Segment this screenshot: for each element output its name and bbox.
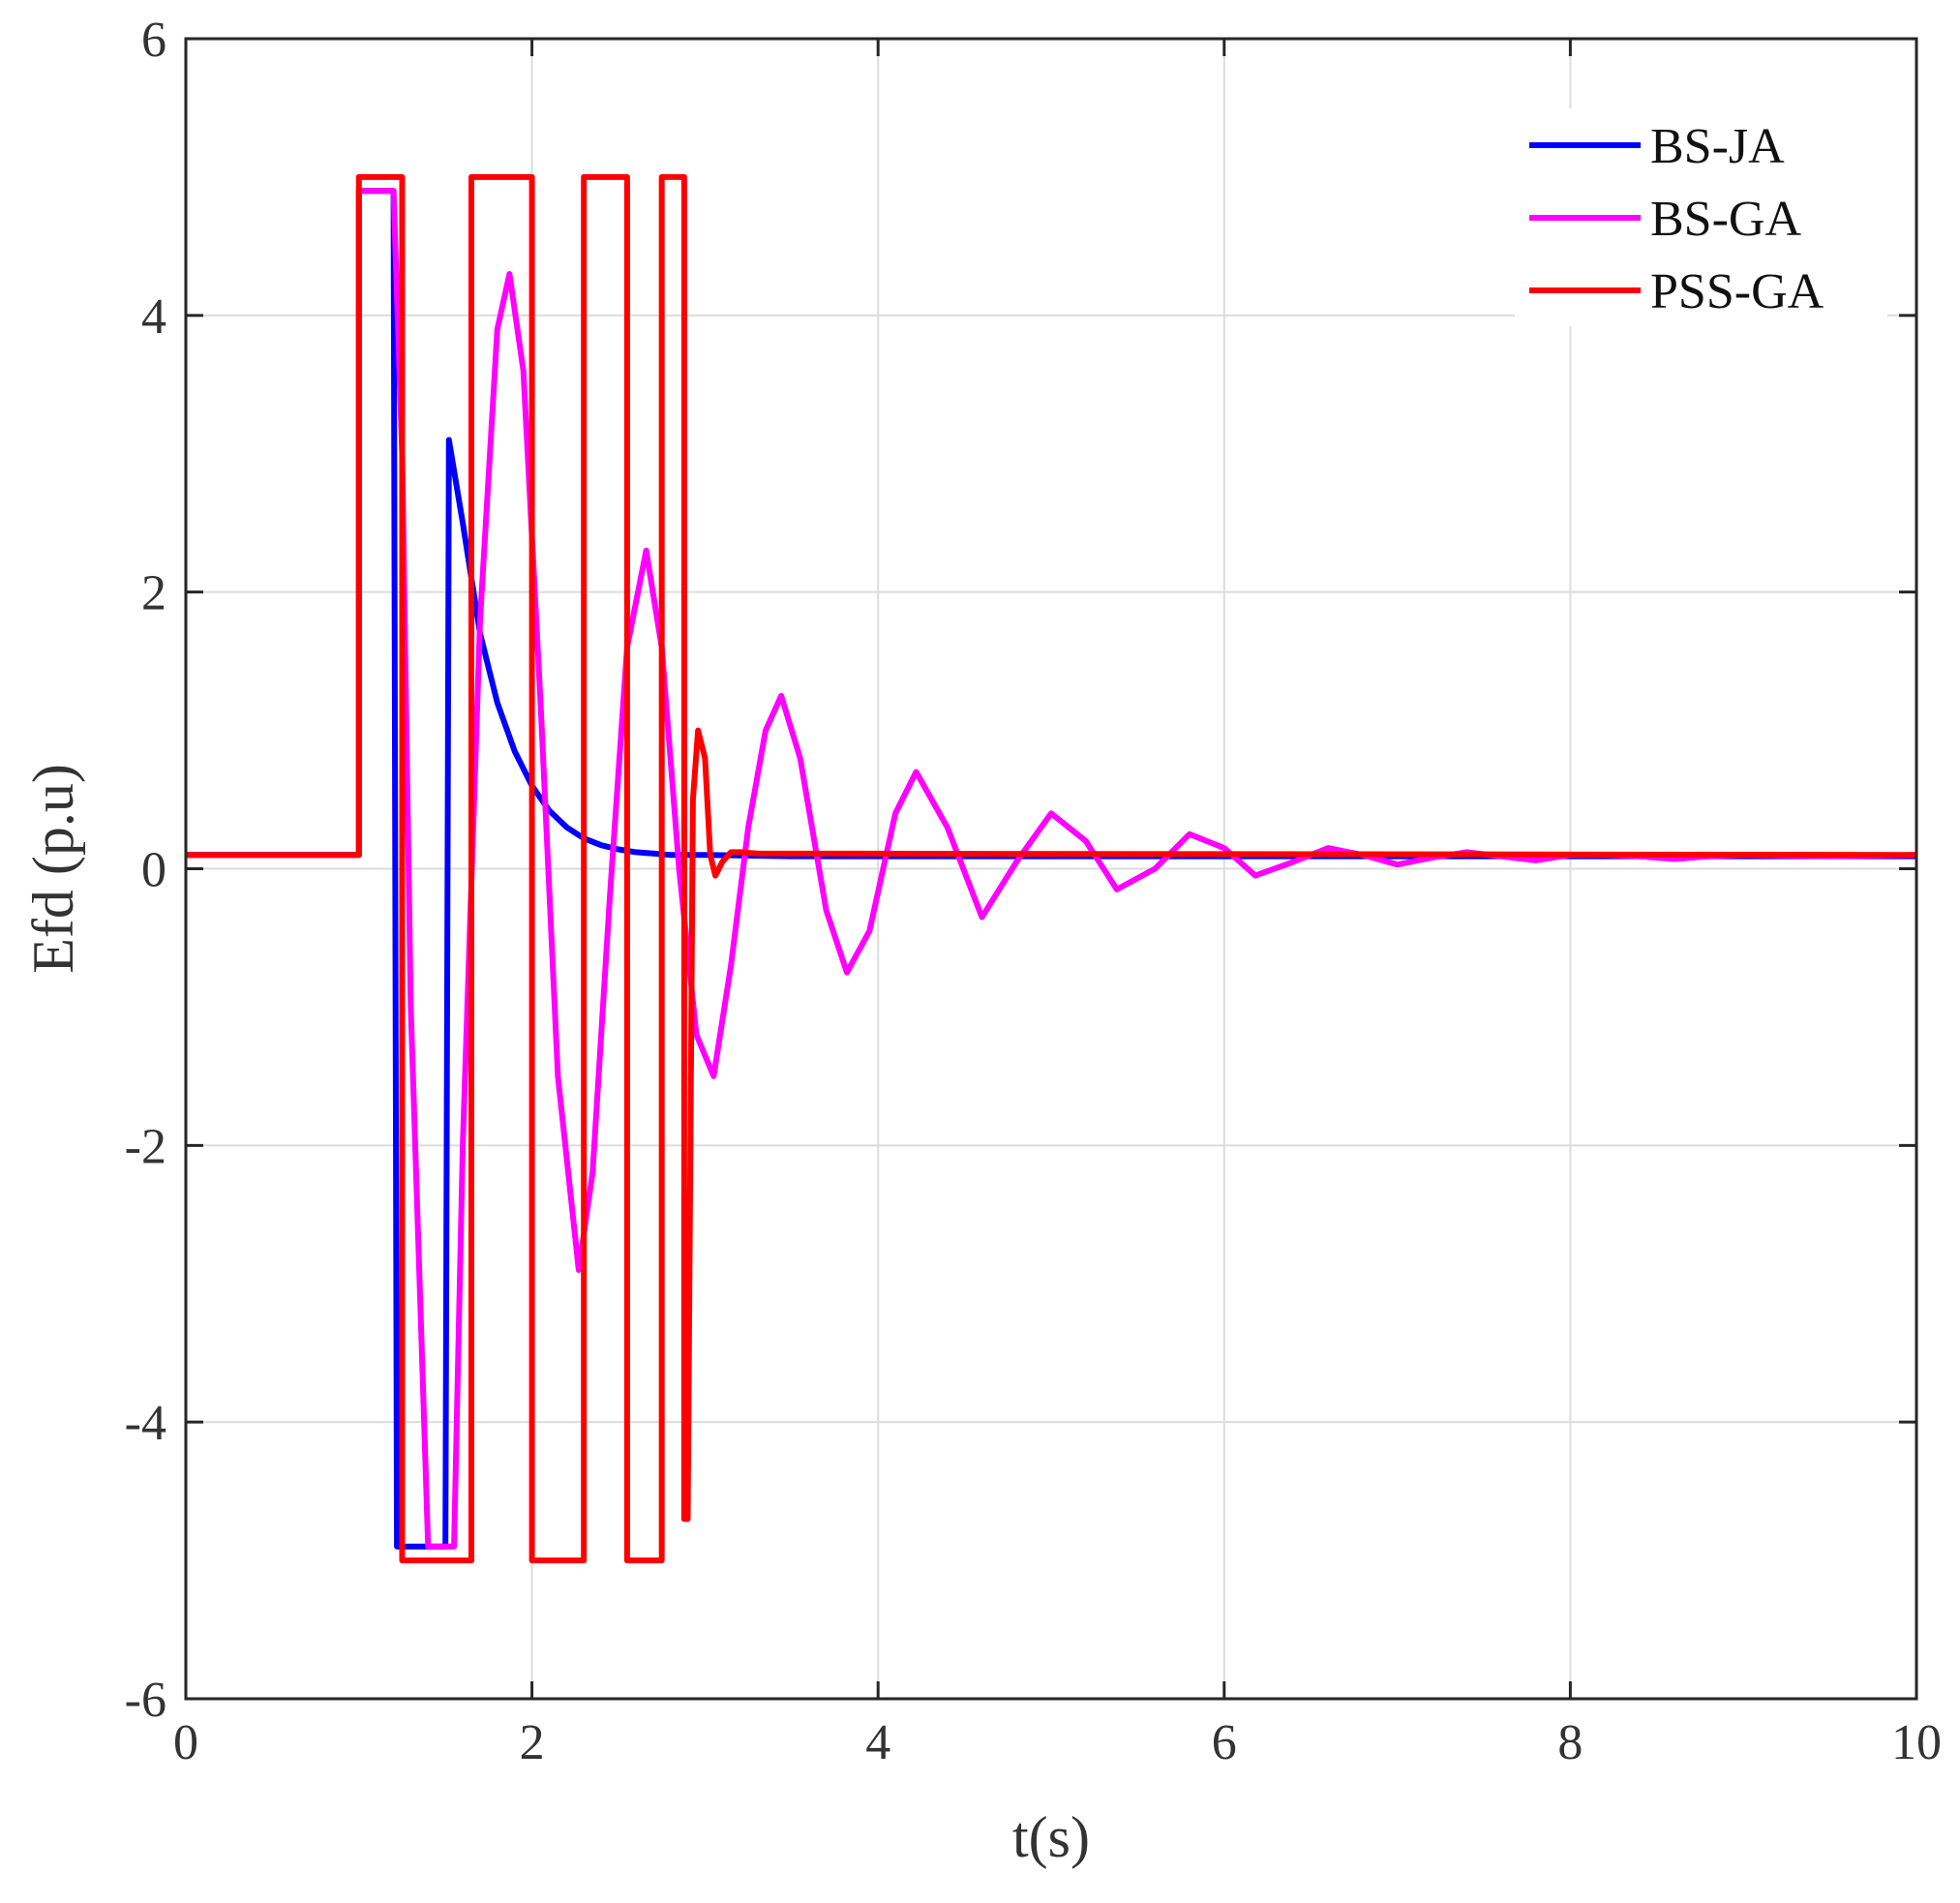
y-tick-label: -6 bbox=[125, 1673, 166, 1728]
legend-label: BS-JA bbox=[1650, 119, 1785, 174]
y-tick-label: -2 bbox=[125, 1119, 166, 1174]
series-lines bbox=[186, 173, 1917, 1564]
y-tick-label: 0 bbox=[141, 843, 166, 898]
legend-label: PSS-GA bbox=[1650, 264, 1824, 319]
series-line-bs-ja bbox=[186, 188, 1916, 1550]
axis-ticks bbox=[184, 37, 1918, 1701]
x-tick-label: 0 bbox=[173, 1715, 198, 1770]
x-tick-label: 6 bbox=[1212, 1715, 1237, 1770]
x-tick-labels: 0 2 4 6 8 10 bbox=[173, 1715, 1942, 1770]
y-tick-label: 6 bbox=[141, 13, 166, 68]
series-line-pss-ga bbox=[186, 173, 1917, 1564]
y-tick-label: -4 bbox=[125, 1396, 166, 1451]
legend: BS-JA BS-GA PSS-GA bbox=[1515, 108, 1887, 326]
x-tick-label: 4 bbox=[865, 1715, 890, 1770]
legend-label: BS-GA bbox=[1650, 192, 1801, 247]
legend-entries: BS-JA BS-GA PSS-GA bbox=[1529, 119, 1824, 319]
y-tick-label: 2 bbox=[141, 566, 166, 621]
x-tick-label: 10 bbox=[1891, 1715, 1942, 1770]
y-axis-label: Efd (p.u) bbox=[21, 764, 85, 974]
y-tick-label: 4 bbox=[141, 289, 166, 345]
y-tick-labels: -6 -4 -2 0 2 4 6 bbox=[125, 13, 166, 1728]
x-tick-label: 8 bbox=[1557, 1715, 1583, 1770]
x-tick-label: 2 bbox=[520, 1715, 545, 1770]
x-axis-label: t(s) bbox=[1012, 1805, 1090, 1869]
